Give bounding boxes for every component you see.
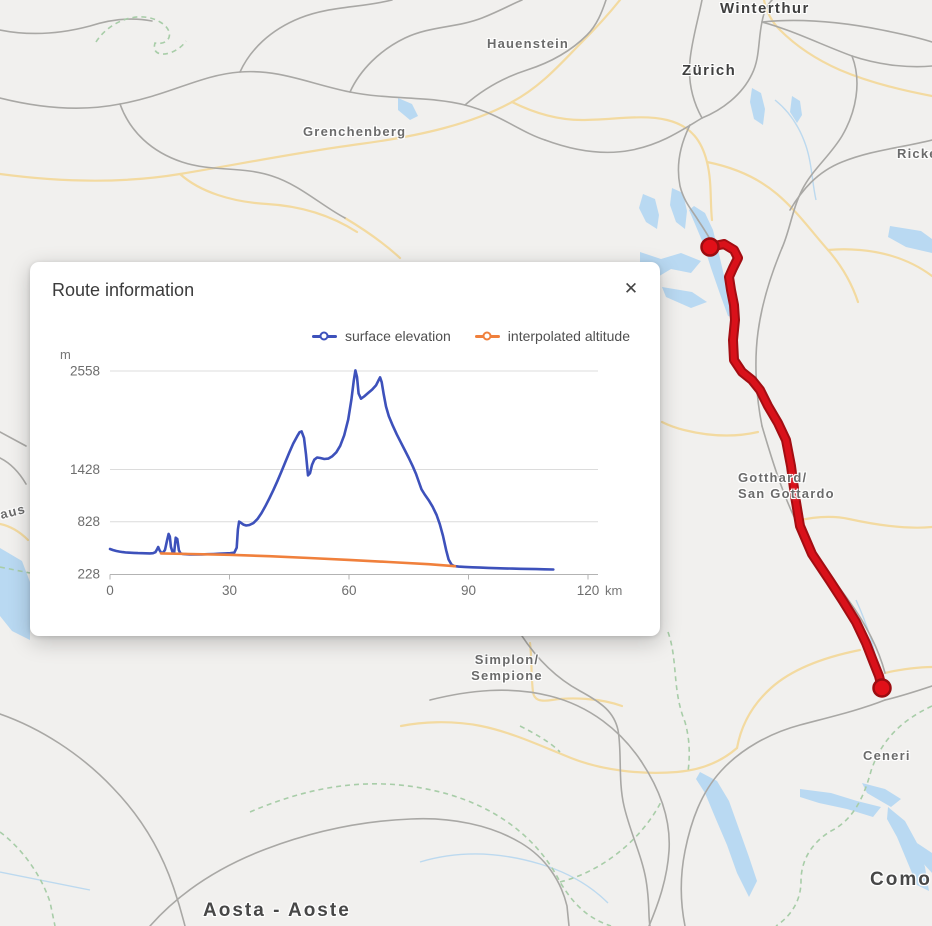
svg-text:120: 120 [577, 583, 600, 598]
map-label-grenchenberg: Grenchenberg [303, 124, 407, 139]
map-label-hauenstein: Hauenstein [487, 36, 570, 51]
map-label-gotthard: Gotthard/ San Gottardo [738, 470, 835, 501]
svg-text:828: 828 [77, 514, 100, 529]
legend-item-surface-elevation[interactable]: surface elevation [311, 328, 451, 344]
map-label-como: Como [870, 869, 932, 890]
svg-text:90: 90 [461, 583, 476, 598]
elevation-chart[interactable]: 228 828 1428 2558 0 30 60 90 120 m km [30, 262, 660, 636]
legend-label: surface elevation [344, 328, 451, 344]
series-line-0 [108, 369, 555, 571]
legend-line-marker-icon [311, 331, 337, 341]
route-end-marker [872, 678, 892, 698]
legend-ring-icon [319, 331, 329, 341]
legend-item-interpolated-altitude[interactable]: interpolated altitude [474, 328, 630, 344]
svg-text:1428: 1428 [70, 462, 100, 477]
trails-layer [0, 16, 932, 926]
map-label-zurich: Zürich [682, 62, 737, 79]
route-polyline [700, 237, 892, 698]
legend-label: interpolated altitude [507, 328, 630, 344]
chart-legend: surface elevation interpolated altitude [311, 328, 630, 344]
svg-text:2558: 2558 [70, 364, 100, 379]
close-button[interactable]: ✕ [618, 276, 644, 302]
map-label-winterthur: Winterthur [720, 0, 810, 17]
map-label-ricken: Ricken [897, 146, 932, 161]
svg-text:km: km [605, 583, 622, 598]
map-label-aosta: Aosta - Aoste [203, 900, 351, 921]
water-layer [0, 88, 932, 897]
series-line-1 [159, 552, 457, 568]
route-information-panel: Route information ✕ 228 828 1428 2558 0 30 60 9… [30, 262, 660, 636]
primary-roads-layer [0, 0, 932, 774]
svg-text:228: 228 [77, 567, 100, 582]
svg-text:m: m [60, 347, 71, 362]
legend-line-marker-icon [474, 331, 500, 341]
map-label-ceneri: Ceneri [863, 748, 911, 763]
svg-text:30: 30 [222, 583, 237, 598]
svg-text:60: 60 [341, 583, 356, 598]
route-start-marker [700, 237, 720, 257]
legend-ring-icon [482, 331, 492, 341]
svg-text:0: 0 [106, 583, 114, 598]
panel-title: Route information [52, 280, 195, 300]
map-label-simplon: Simplon/ Sempione [471, 652, 543, 683]
